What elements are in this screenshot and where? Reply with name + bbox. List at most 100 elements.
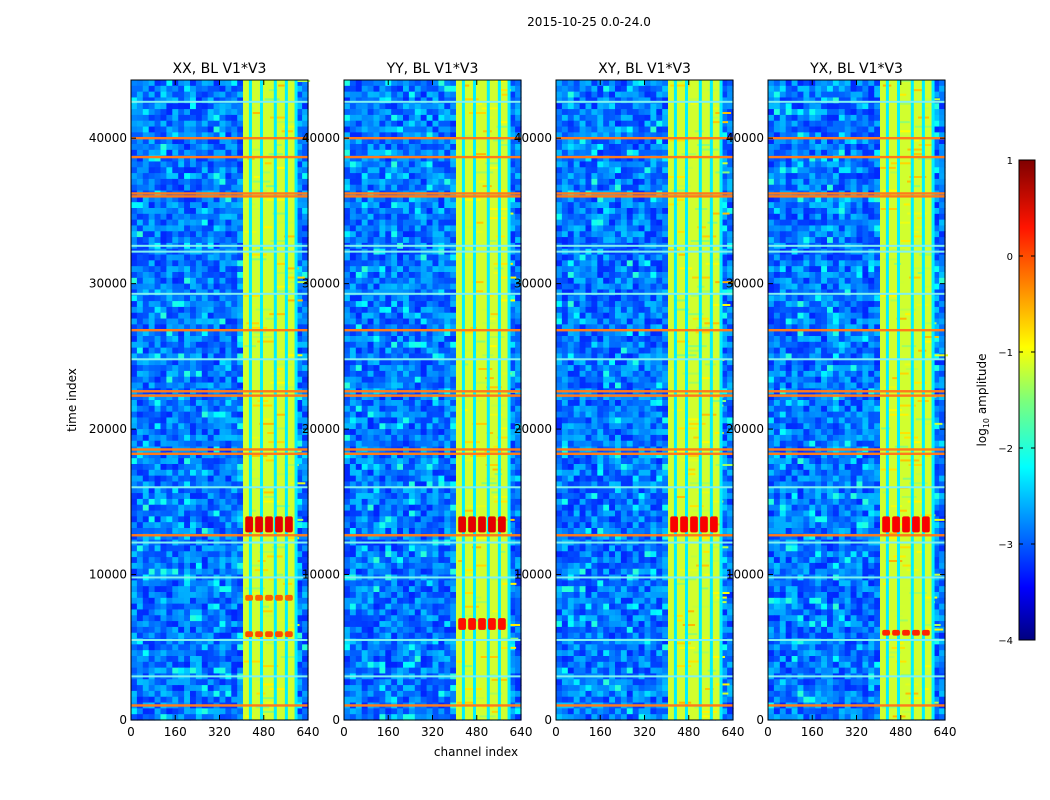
y-tick-label: 40000 — [302, 131, 340, 145]
hot-block-1-0 — [245, 594, 253, 601]
hot-block-1-2 — [902, 629, 910, 636]
colorbar-tick-label: −3 — [998, 540, 1013, 551]
x-tick-label: 160 — [589, 725, 612, 739]
rfi-row-cyan-7 — [556, 250, 733, 253]
y-tick-label: 40000 — [514, 131, 552, 145]
rfi-row-orange-2 — [131, 452, 308, 456]
hot-block-0-0 — [670, 516, 678, 533]
hot-block-1-0 — [458, 618, 466, 630]
rfi-row-orange-3 — [131, 448, 308, 451]
figure-title: 2015-10-25 0.0-24.0 — [527, 15, 651, 29]
hot-block-0-4 — [922, 516, 930, 533]
rfi-row-orange-5 — [344, 390, 521, 393]
y-tick-label: 0 — [332, 713, 340, 727]
rfi-row-cyan-0 — [556, 675, 733, 678]
bright-column-3 — [709, 80, 713, 720]
colorbar-tick-label: −4 — [998, 636, 1013, 647]
bright-column-1 — [896, 80, 900, 720]
rfi-row-cyan-7 — [344, 250, 521, 253]
rfi-row-orange-7 — [131, 195, 308, 198]
y-axis-label: time index — [65, 368, 79, 432]
y-tick-label: 10000 — [89, 568, 127, 582]
x-tick-label: 320 — [633, 725, 656, 739]
y-tick-label: 20000 — [514, 422, 552, 436]
rfi-row-orange-1 — [556, 534, 733, 537]
rfi-row-orange-0 — [344, 704, 521, 707]
colorbar-label: log10 amplitude — [975, 354, 991, 447]
y-tick-label: 20000 — [726, 422, 764, 436]
panel-title: YX, BL V1*V3 — [809, 61, 903, 77]
x-tick-label: 640 — [297, 725, 320, 739]
colorbar-tick-label: −2 — [998, 444, 1013, 455]
rfi-row-orange-7 — [556, 195, 733, 198]
colorbar-gradient — [1018, 159, 1036, 641]
rfi-row-cyan-1 — [344, 639, 521, 641]
rfi-row-cyan-1 — [768, 639, 945, 641]
colorbar-ticks: 1 0 −1 −2 −3 −4 — [998, 156, 1035, 647]
rfi-row-orange-9 — [768, 155, 945, 159]
bright-column-4 — [294, 80, 298, 720]
rfi-row-orange-3 — [768, 448, 945, 451]
rfi-row-orange-8 — [556, 192, 733, 195]
rfi-row-orange-3 — [556, 448, 733, 451]
rfi-row-cyan-5 — [344, 358, 521, 361]
hot-block-1-1 — [255, 594, 263, 601]
rfi-row-orange-6 — [556, 328, 733, 332]
rfi-row-orange-8 — [344, 192, 521, 195]
bright-column-1 — [259, 80, 263, 720]
x-tick-label: 640 — [934, 725, 957, 739]
rfi-row-cyan-0 — [131, 675, 308, 678]
x-tick-label: 480 — [252, 725, 275, 739]
panel-2: XY, BL V1*V3 0 160 320 480 640 0 10000 20000 3000… — [514, 61, 745, 739]
bright-column-2 — [698, 80, 702, 720]
rfi-row-cyan-4 — [344, 486, 521, 489]
hot-block-2-0 — [245, 631, 253, 638]
x-tick-label: 160 — [164, 725, 187, 739]
hot-block-1-2 — [265, 594, 273, 601]
colorbar-tick-label: −1 — [998, 348, 1013, 359]
hot-block-0-3 — [275, 516, 283, 533]
rfi-row-orange-8 — [131, 192, 308, 195]
rfi-row-cyan-4 — [131, 486, 308, 489]
y-tick-label: 0 — [119, 713, 127, 727]
y-tick-label: 20000 — [302, 422, 340, 436]
rfi-row-orange-4 — [768, 394, 945, 397]
rfi-row-cyan-2 — [556, 576, 733, 579]
x-tick-label: 0 — [340, 725, 348, 739]
bright-column-1 — [684, 80, 688, 720]
bright-column-0 — [673, 80, 677, 720]
x-tick-label: 320 — [845, 725, 868, 739]
rfi-row-cyan-3 — [131, 541, 308, 544]
rfi-row-orange-1 — [768, 534, 945, 537]
panel-1: YY, BL V1*V3 0 160 320 480 640 0 10000 20000 3000… — [302, 61, 533, 739]
x-tick-label: 480 — [465, 725, 488, 739]
y-tick-label: 10000 — [302, 568, 340, 582]
rfi-row-cyan-5 — [131, 358, 308, 361]
rfi-row-cyan-9 — [556, 100, 733, 103]
rfi-row-orange-2 — [768, 452, 945, 456]
rfi-row-orange-5 — [768, 390, 945, 393]
hot-block-0-4 — [498, 516, 506, 533]
y-tick-label: 20000 — [89, 422, 127, 436]
hot-block-0-2 — [265, 516, 273, 533]
rfi-row-cyan-7 — [768, 250, 945, 253]
hot-block-1-3 — [488, 618, 496, 630]
hot-block-0-1 — [892, 516, 900, 533]
x-axis-label: channel index — [434, 745, 518, 759]
bright-column-4 — [507, 80, 511, 720]
rfi-row-orange-1 — [344, 534, 521, 537]
rfi-row-orange-0 — [556, 704, 733, 707]
hot-block-0-4 — [710, 516, 718, 533]
bright-column-4 — [719, 80, 723, 720]
colorbar-tick-label: 1 — [1007, 156, 1013, 167]
rfi-row-orange-5 — [556, 390, 733, 393]
rfi-row-orange-6 — [344, 328, 521, 332]
panel-title: YY, BL V1*V3 — [386, 61, 479, 77]
rfi-row-cyan-2 — [344, 576, 521, 579]
bright-column-3 — [284, 80, 288, 720]
rfi-row-cyan-3 — [768, 541, 945, 544]
y-tick-label: 40000 — [89, 131, 127, 145]
rfi-row-cyan-8 — [131, 244, 308, 247]
rfi-row-orange-7 — [344, 195, 521, 198]
rfi-row-orange-0 — [768, 704, 945, 707]
